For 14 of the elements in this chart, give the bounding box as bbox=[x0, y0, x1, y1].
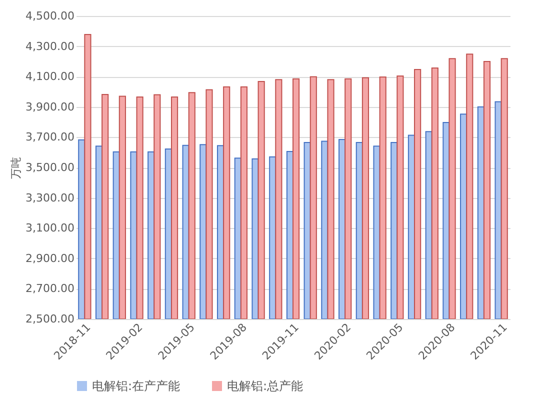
y-tick-label: 3,900.00 bbox=[26, 100, 74, 114]
y-tick-label: 2,700.00 bbox=[26, 282, 74, 296]
y-tick-label: 4,300.00 bbox=[26, 40, 74, 53]
legend-label: 电解铝:总产能 bbox=[227, 379, 304, 393]
y-axis-title: 万吨 bbox=[10, 157, 23, 179]
y-tick-label: 4,100.00 bbox=[26, 70, 74, 84]
y-tick-label: 3,500.00 bbox=[26, 161, 74, 174]
y-tick-label: 3,100.00 bbox=[26, 222, 74, 235]
y-tick-label: 4,500.00 bbox=[26, 10, 74, 22]
y-tick-label: 3,700.00 bbox=[26, 130, 74, 144]
y-tick-label: 3,300.00 bbox=[26, 191, 74, 204]
y-tick-label: 2,900.00 bbox=[26, 252, 74, 265]
legend-label: 电解铝:在产产能 bbox=[92, 379, 180, 393]
y-tick-label: 2,500.00 bbox=[26, 312, 74, 326]
